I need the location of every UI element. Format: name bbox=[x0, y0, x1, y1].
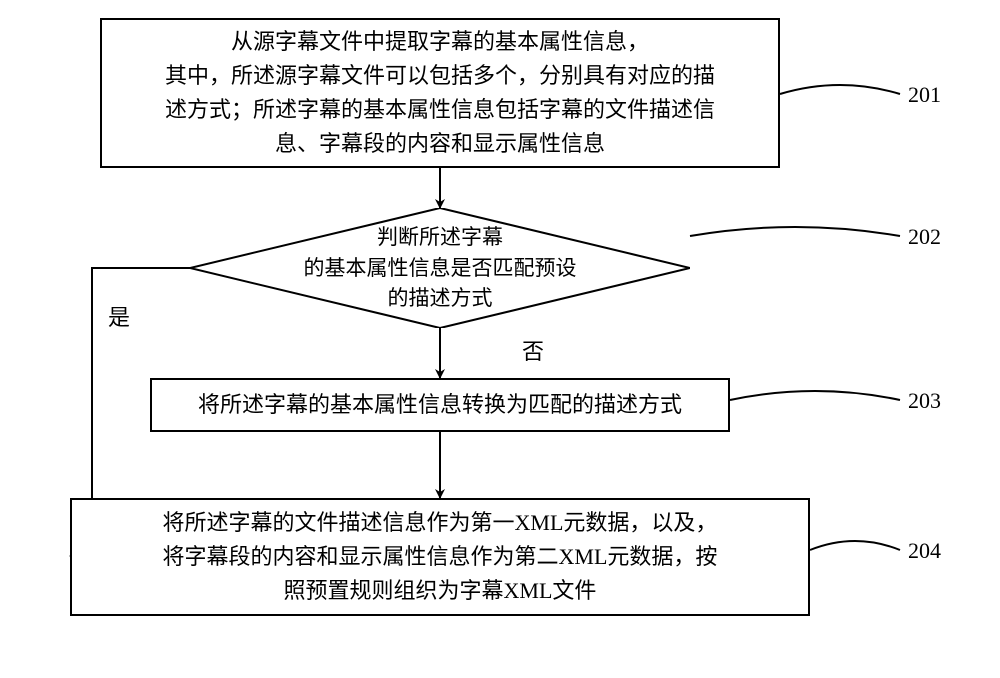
step-204-text: 将所述字幕的文件描述信息作为第一XML元数据，以及，将字幕段的内容和显示属性信息… bbox=[163, 506, 718, 608]
step-203-text: 将所述字幕的基本属性信息转换为匹配的描述方式 bbox=[198, 388, 682, 422]
step-201: 从源字幕文件中提取字幕的基本属性信息，其中，所述源字幕文件可以包括多个，分别具有… bbox=[100, 18, 780, 168]
flowchart-canvas: 从源字幕文件中提取字幕的基本属性信息，其中，所述源字幕文件可以包括多个，分别具有… bbox=[0, 0, 1000, 678]
decision-202: 判断所述字幕的基本属性信息是否匹配预设的描述方式 bbox=[190, 208, 690, 328]
ref-204: 204 bbox=[908, 538, 941, 564]
step-204: 将所述字幕的文件描述信息作为第一XML元数据，以及，将字幕段的内容和显示属性信息… bbox=[70, 498, 810, 616]
branch-yes: 是 bbox=[108, 300, 130, 332]
branch-no: 否 bbox=[522, 334, 544, 366]
diamond-shape bbox=[190, 208, 690, 328]
ref-203: 203 bbox=[908, 388, 941, 414]
step-201-text: 从源字幕文件中提取字幕的基本属性信息，其中，所述源字幕文件可以包括多个，分别具有… bbox=[165, 25, 715, 161]
step-203: 将所述字幕的基本属性信息转换为匹配的描述方式 bbox=[150, 378, 730, 432]
leader-204 bbox=[810, 541, 900, 550]
ref-201: 201 bbox=[908, 82, 941, 108]
leader-203 bbox=[730, 391, 900, 400]
leader-202 bbox=[690, 227, 900, 236]
ref-202: 202 bbox=[908, 224, 941, 250]
leader-201 bbox=[780, 85, 900, 94]
